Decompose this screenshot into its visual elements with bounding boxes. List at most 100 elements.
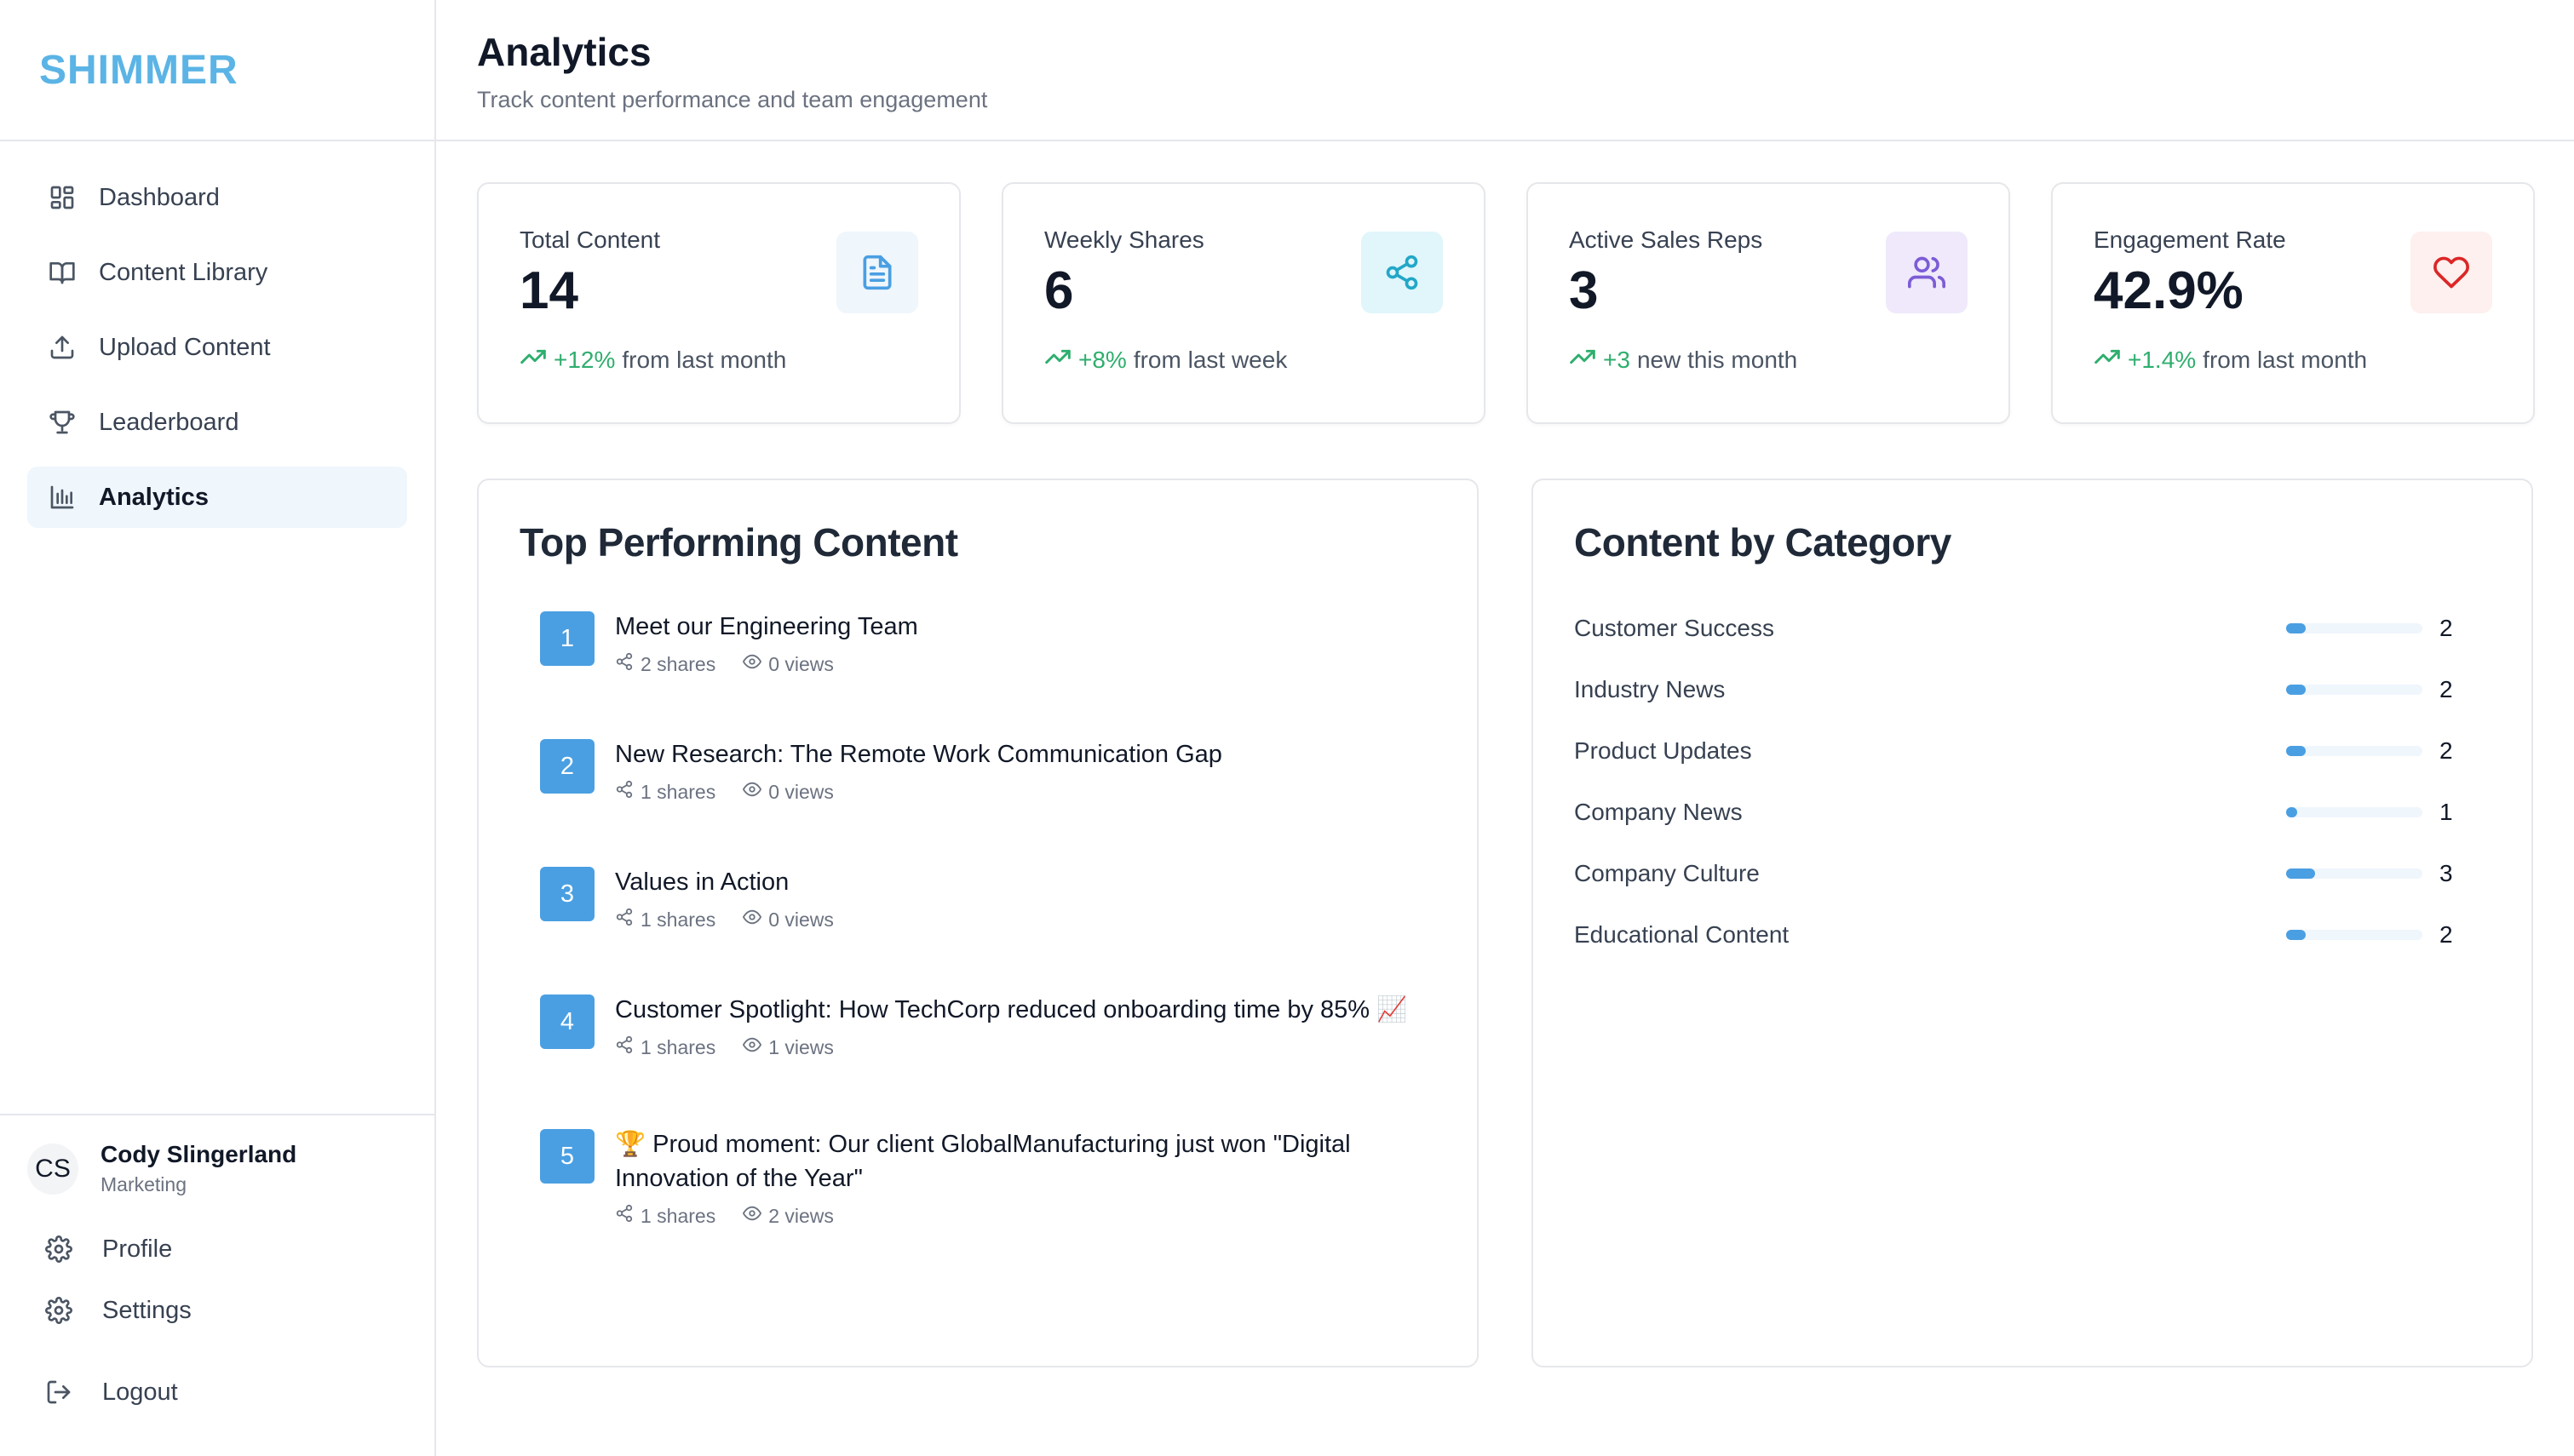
top-performing-content-panel: Top Performing Content 1 Meet our Engine…: [477, 479, 1479, 1367]
heart-icon: [2410, 232, 2492, 313]
list-item[interactable]: 2 New Research: The Remote Work Communic…: [540, 737, 1436, 804]
sidebar-item-leaderboard[interactable]: Leaderboard: [27, 392, 407, 453]
logo-area: SHIMMER: [0, 0, 434, 141]
category-name: Educational Content: [1574, 921, 1790, 948]
gear-icon: [44, 1296, 73, 1325]
views-count: 0 views: [768, 780, 834, 803]
app-logo[interactable]: SHIMMER: [39, 47, 238, 93]
stat-value: 14: [520, 261, 578, 320]
logout-button[interactable]: Logout: [27, 1361, 407, 1423]
category-bar: [2286, 685, 2422, 695]
stat-value: 3: [1569, 261, 1599, 320]
views-count: 0 views: [768, 908, 834, 931]
sidebar-item-label: Leaderboard: [99, 408, 239, 436]
eye-icon: [743, 652, 768, 676]
gear-icon: [44, 1235, 73, 1264]
content-meta: 1 shares 0 views: [615, 908, 1416, 931]
stat-trend: +3 new this month: [1569, 343, 1968, 376]
share-icon: [1361, 232, 1443, 313]
eye-icon: [743, 1204, 768, 1228]
list-item[interactable]: 5 🏆 Proud moment: Our client GlobalManuf…: [540, 1127, 1436, 1228]
main-content: Analytics Track content performance and …: [436, 0, 2574, 1456]
user-name: Cody Slingerland: [101, 1141, 297, 1167]
settings-label: Settings: [102, 1296, 192, 1324]
rank-badge: 5: [540, 1129, 595, 1184]
content-meta: 2 shares 0 views: [615, 652, 1416, 676]
category-name: Company Culture: [1574, 860, 1760, 886]
top-content-list: 1 Meet our Engineering Team 2 shares 0 v…: [520, 610, 1436, 1228]
trend-value: +3: [1603, 346, 1630, 373]
category-name: Customer Success: [1574, 615, 1774, 641]
content-by-category-panel: Content by Category Customer Success 2 I…: [1531, 479, 2533, 1367]
content-title: 🏆 Proud moment: Our client GlobalManufac…: [615, 1131, 1351, 1192]
user-role: Marketing: [101, 1173, 187, 1195]
content-meta: 1 shares 2 views: [615, 1204, 1416, 1228]
category-bar-fill: [2286, 623, 2306, 633]
avatar: CS: [27, 1143, 78, 1195]
category-bar-fill: [2286, 685, 2306, 695]
content-title: Values in Action: [615, 868, 790, 896]
trending-up-icon: [2094, 343, 2128, 376]
category-count: 2: [2439, 737, 2453, 764]
content-meta: 1 shares 0 views: [615, 780, 1416, 804]
list-item[interactable]: 4 Customer Spotlight: How TechCorp reduc…: [540, 993, 1436, 1059]
logout-icon: [44, 1378, 73, 1407]
settings-link[interactable]: Settings: [27, 1280, 407, 1341]
sidebar-item-label: Dashboard: [99, 183, 220, 211]
list-item[interactable]: 3 Values in Action 1 shares 0 views: [540, 865, 1436, 931]
sidebar-item-analytics[interactable]: Analytics: [27, 467, 407, 528]
sidebar-item-dashboard[interactable]: Dashboard: [27, 167, 407, 228]
upload-icon: [48, 333, 77, 362]
sidebar-item-label: Upload Content: [99, 333, 271, 361]
user-profile[interactable]: CS Cody Slingerland Marketing: [27, 1141, 407, 1196]
shares-count: 1 shares: [641, 780, 716, 803]
views-count: 1 views: [768, 1035, 834, 1058]
rank-badge: 4: [540, 995, 595, 1049]
stat-card-engagement-rate: Engagement Rate 42.9% +1.4% from last mo…: [2051, 182, 2535, 424]
trending-up-icon: [1044, 343, 1078, 376]
shares-count: 1 shares: [641, 1035, 716, 1058]
trend-value: +1.4%: [2128, 346, 2197, 373]
category-bar: [2286, 746, 2422, 756]
category-count: 2: [2439, 921, 2453, 948]
stat-value: 6: [1044, 261, 1074, 320]
sidebar-nav: Dashboard Content Library Upload Content…: [0, 141, 434, 567]
share-icon: [615, 652, 641, 676]
trending-up-icon: [1569, 343, 1603, 376]
category-bar: [2286, 868, 2422, 879]
list-item[interactable]: 1 Meet our Engineering Team 2 shares 0 v…: [540, 610, 1436, 676]
category-bar-fill: [2286, 868, 2316, 879]
sidebar-item-upload-content[interactable]: Upload Content: [27, 317, 407, 378]
views-count: 2 views: [768, 1204, 834, 1227]
category-bar: [2286, 623, 2422, 633]
share-icon: [615, 780, 641, 804]
category-name: Product Updates: [1574, 737, 1752, 764]
stat-label: Total Content: [520, 226, 660, 253]
panel-title: Top Performing Content: [520, 520, 958, 565]
share-icon: [615, 1204, 641, 1228]
category-row: Company Culture 3: [1574, 843, 2491, 904]
stat-trend: +1.4% from last month: [2094, 343, 2492, 376]
trend-text: from last month: [2203, 346, 2368, 373]
category-row: Company News 1: [1574, 782, 2491, 843]
category-name: Company News: [1574, 799, 1743, 825]
sidebar-item-label: Analytics: [99, 483, 209, 511]
rank-badge: 1: [540, 611, 595, 666]
rank-badge: 2: [540, 739, 595, 794]
shares-count: 2 shares: [641, 652, 716, 675]
content-title: Meet our Engineering Team: [615, 613, 918, 640]
book-icon: [48, 258, 77, 287]
trend-value: +8%: [1078, 346, 1127, 373]
grid-icon: [48, 183, 77, 212]
eye-icon: [743, 908, 768, 931]
category-row: Industry News 2: [1574, 659, 2491, 720]
sidebar-item-content-library[interactable]: Content Library: [27, 242, 407, 303]
sidebar: SHIMMER Dashboard Content Library Upload…: [0, 0, 436, 1456]
shares-count: 1 shares: [641, 908, 716, 931]
share-icon: [615, 908, 641, 931]
panel-title: Content by Category: [1574, 520, 1951, 565]
trending-up-icon: [520, 343, 554, 376]
page-header: Analytics Track content performance and …: [436, 0, 2574, 141]
profile-link[interactable]: Profile: [27, 1218, 407, 1280]
shares-count: 1 shares: [641, 1204, 716, 1227]
